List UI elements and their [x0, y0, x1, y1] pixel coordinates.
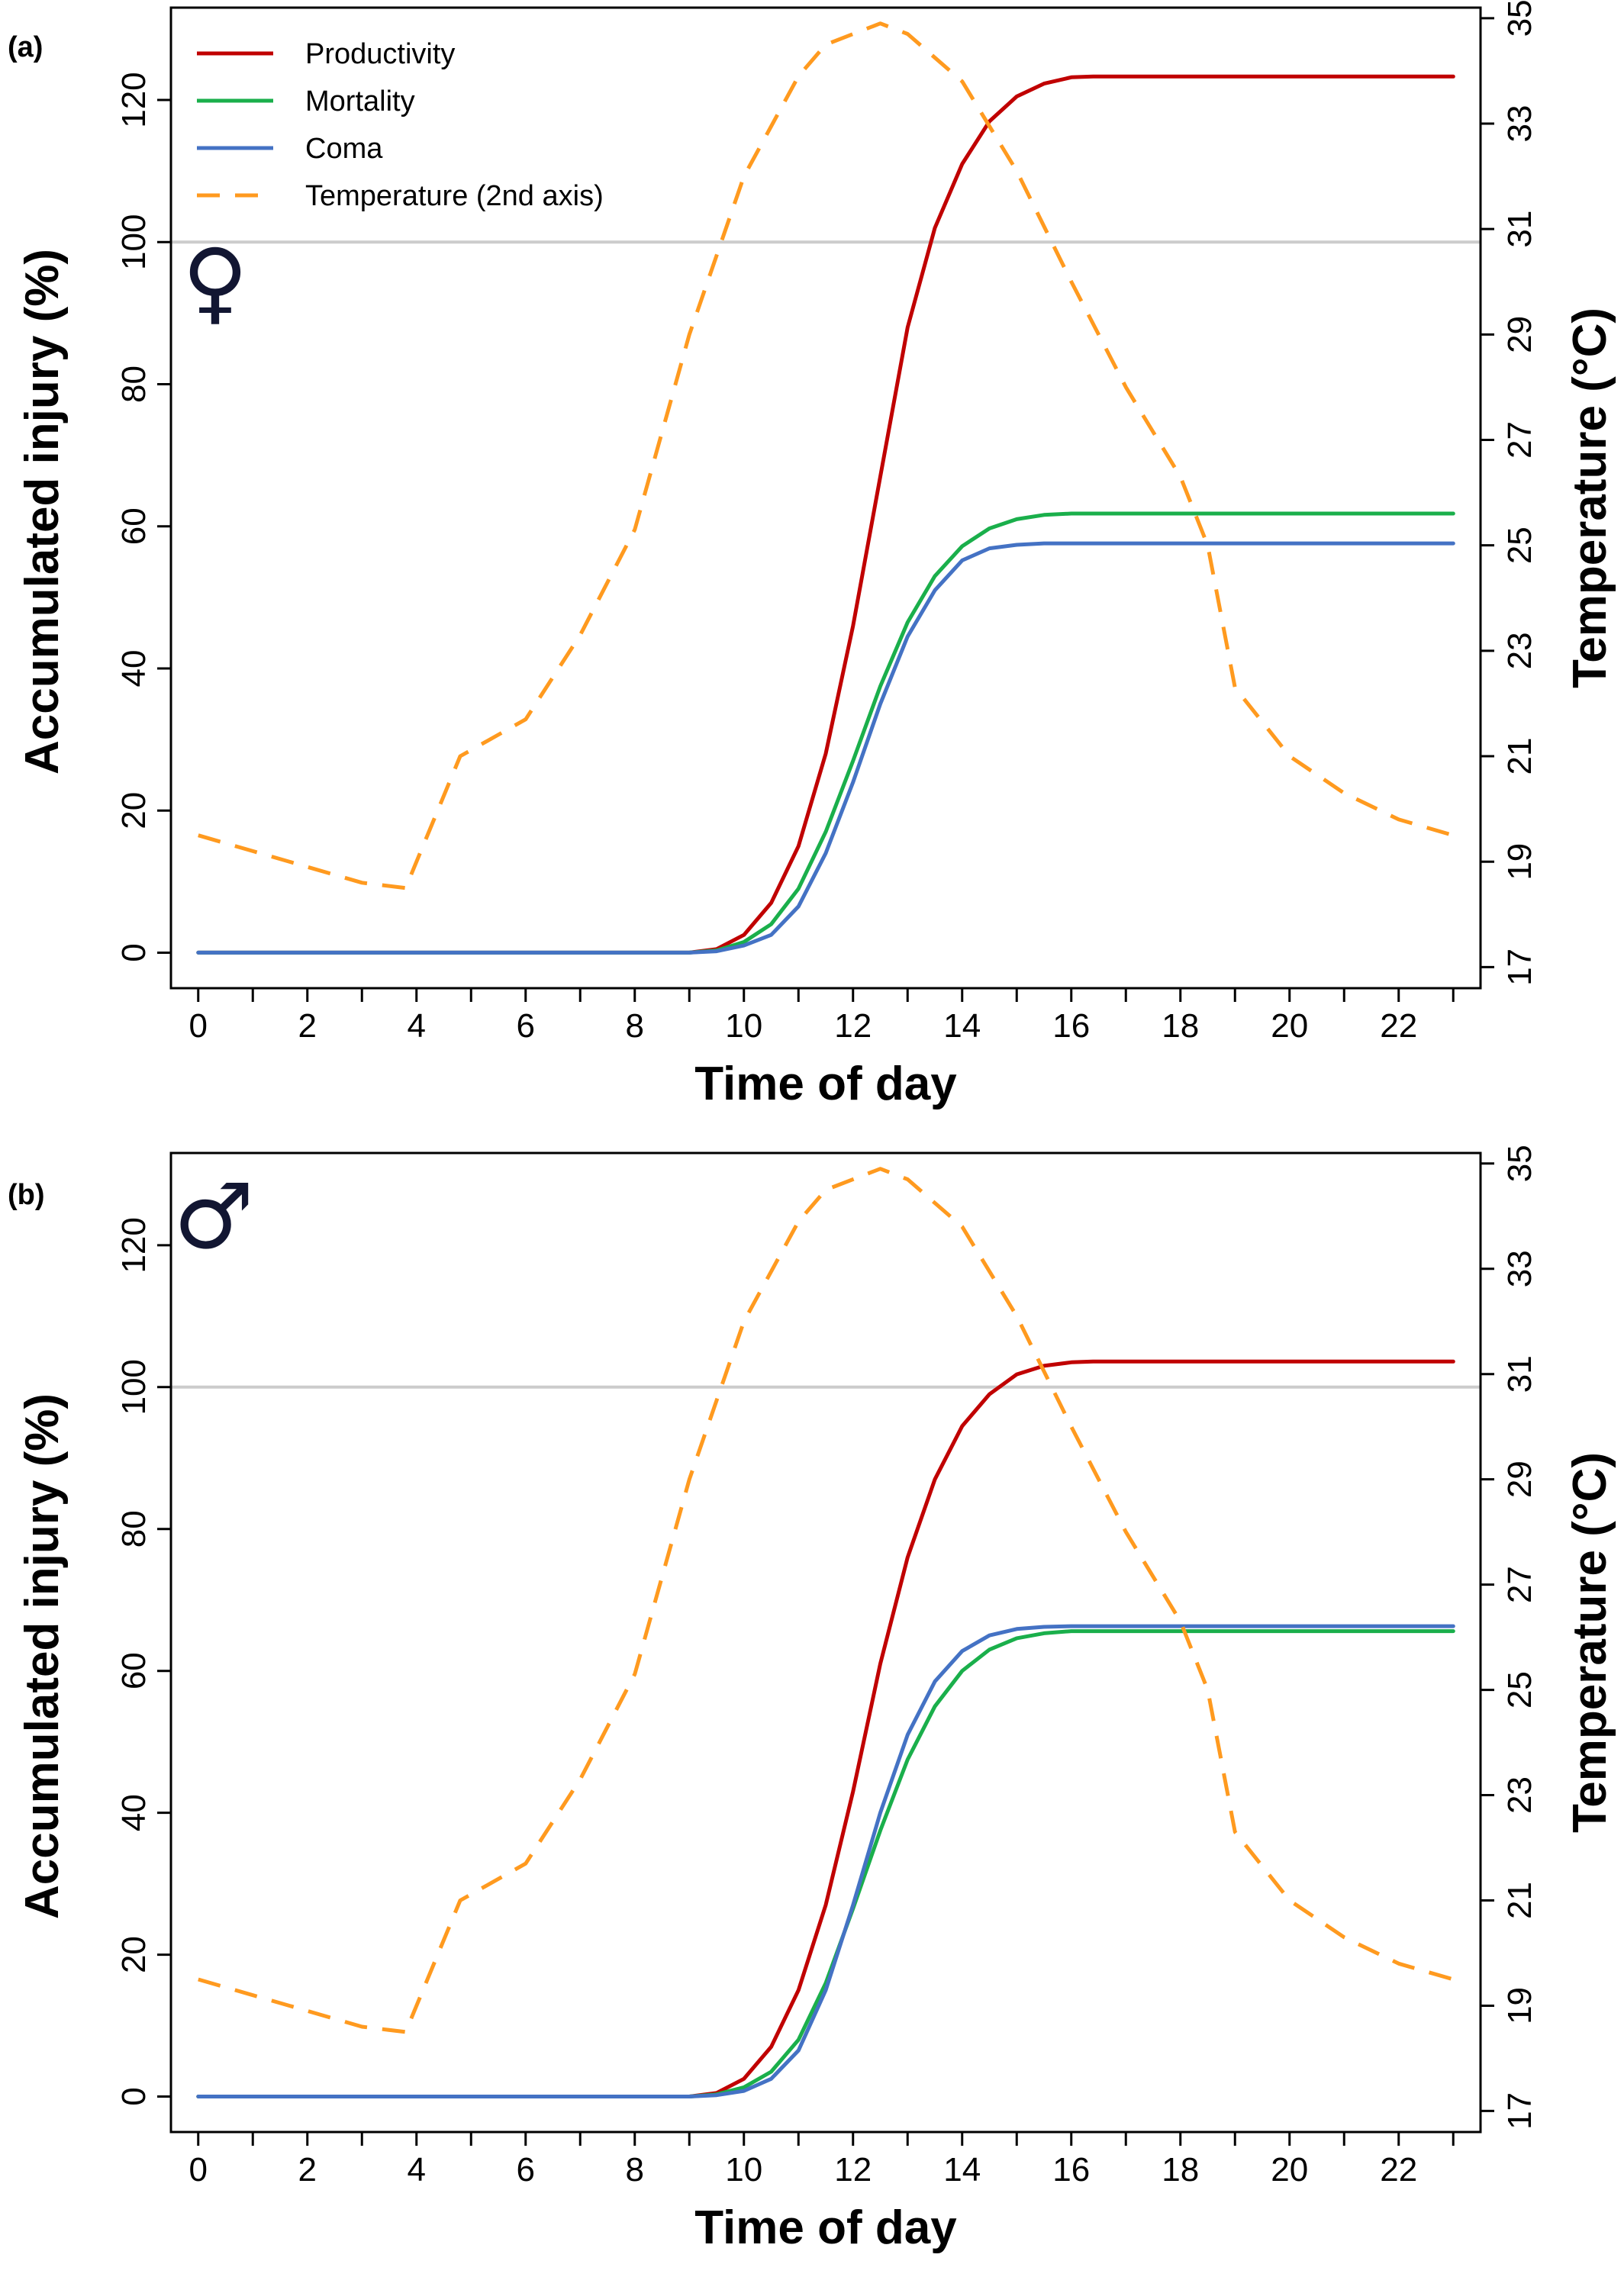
y2-tick-label: 25 [1501, 527, 1539, 564]
y-tick-label: 0 [115, 2087, 153, 2105]
male-symbol-icon: ♂ [173, 1164, 254, 1269]
series-line-temperature-2nd-axis [198, 1167, 1454, 2034]
x-tick-label: 10 [725, 1007, 762, 1045]
series-line-mortality [196, 511, 1455, 955]
legend-label: Temperature (2nd axis) [305, 180, 604, 212]
y2-tick-label: 27 [1501, 421, 1539, 459]
plot-frame [169, 1151, 1482, 2134]
panel-a: (a) 0 2 4 6 8 10 12 14 16 18 20 22 0 20 40 60 80 100 120 17 1… [8, 0, 1616, 1110]
series-line-temperature-2nd-axis [198, 21, 1454, 891]
y-tick-label: 20 [115, 1936, 153, 1973]
y2-tick-label: 29 [1501, 316, 1539, 353]
y-tick-label: 40 [115, 1794, 153, 1831]
y-tick-label: 60 [115, 1652, 153, 1689]
x-tick-label: 6 [517, 2151, 535, 2188]
x-tick-label: 22 [1380, 2151, 1417, 2188]
x-tick-label: 8 [626, 1007, 644, 1045]
y-tick-label: 60 [115, 507, 153, 545]
y2-tick-label: 31 [1501, 211, 1539, 248]
y-tick-label: 40 [115, 650, 153, 688]
series-line-productivity [196, 74, 1455, 955]
y-tick-label: 80 [115, 1510, 153, 1548]
panel-b: (b) 0 2 4 6 8 10 12 14 16 18 20 22 0 20 40 60 80 100 120 17 1… [8, 1145, 1616, 2254]
panel-label: (a) [8, 31, 43, 63]
y2-tick-label: 21 [1501, 1882, 1539, 1919]
x-tick-label: 18 [1162, 1007, 1199, 1045]
x-tick-label: 10 [725, 2151, 762, 2188]
y-tick-label: 120 [115, 1217, 153, 1273]
x-tick-label: 20 [1271, 2151, 1308, 2188]
y2-tick-label: 17 [1501, 948, 1539, 986]
x-tick-label: 18 [1162, 2151, 1199, 2188]
x-tick-label: 6 [517, 1007, 535, 1045]
x-tick-label: 12 [834, 1007, 872, 1045]
female-symbol-icon: ♀ [182, 229, 248, 334]
series-line-coma [196, 541, 1455, 955]
y-axis-title: Accumulated injury (%) [16, 1393, 69, 1919]
y-tick-label: 100 [115, 214, 153, 270]
y2-tick-label: 17 [1501, 2092, 1539, 2130]
y-tick-label: 100 [115, 1359, 153, 1415]
y2-tick-label: 29 [1501, 1461, 1539, 1498]
legend-label: Coma [305, 133, 383, 165]
y2-tick-label: 31 [1501, 1355, 1539, 1393]
x-tick-label: 4 [408, 1007, 426, 1045]
x-tick-label: 16 [1052, 1007, 1090, 1045]
y2-tick-label: 21 [1501, 738, 1539, 775]
x-tick-label: 22 [1380, 1007, 1417, 1045]
x-tick-label: 0 [189, 1007, 208, 1045]
x-tick-label: 0 [189, 2151, 208, 2188]
y2-axis-title: Temperature (°C) [1564, 1452, 1616, 1833]
y2-tick-label: 33 [1501, 105, 1539, 143]
y2-tick-label: 35 [1501, 1145, 1539, 1182]
x-tick-label: 2 [298, 1007, 317, 1045]
x-tick-label: 14 [943, 1007, 981, 1045]
x-tick-label: 2 [298, 2151, 317, 2188]
y2-tick-label: 25 [1501, 1671, 1539, 1709]
y2-tick-label: 33 [1501, 1250, 1539, 1287]
plot-frame [169, 6, 1482, 990]
x-axis-title: Time of day [694, 1058, 957, 1110]
legend-label: Mortality [305, 85, 415, 118]
x-tick-label: 14 [943, 2151, 981, 2188]
series-line-mortality [196, 1629, 1455, 2098]
y-axis-title: Accumulated injury (%) [16, 249, 69, 775]
y-tick-label: 120 [115, 72, 153, 127]
y2-tick-label: 23 [1501, 632, 1539, 669]
y2-tick-label: 23 [1501, 1776, 1539, 1814]
x-tick-label: 16 [1052, 2151, 1090, 2188]
y-tick-label: 0 [115, 943, 153, 961]
x-tick-label: 20 [1271, 1007, 1308, 1045]
y2-axis-title: Temperature (°C) [1564, 308, 1616, 688]
series-line-productivity [196, 1359, 1455, 2098]
x-tick-label: 12 [834, 2151, 872, 2188]
x-axis-title: Time of day [694, 2201, 957, 2254]
x-tick-label: 4 [408, 2151, 426, 2188]
y-tick-label: 80 [115, 366, 153, 403]
legend-label: Productivity [305, 38, 455, 70]
x-tick-label: 8 [626, 2151, 644, 2188]
series-line-coma [196, 1624, 1455, 2098]
y2-tick-label: 19 [1501, 1987, 1539, 2024]
y2-tick-label: 27 [1501, 1566, 1539, 1603]
legend: Productivity Mortality Coma Temperature (2n… [197, 38, 604, 212]
panel-label: (b) [8, 1179, 45, 1211]
y2-tick-label: 19 [1501, 843, 1539, 881]
y2-tick-label: 35 [1501, 0, 1539, 37]
y-tick-label: 20 [115, 792, 153, 829]
